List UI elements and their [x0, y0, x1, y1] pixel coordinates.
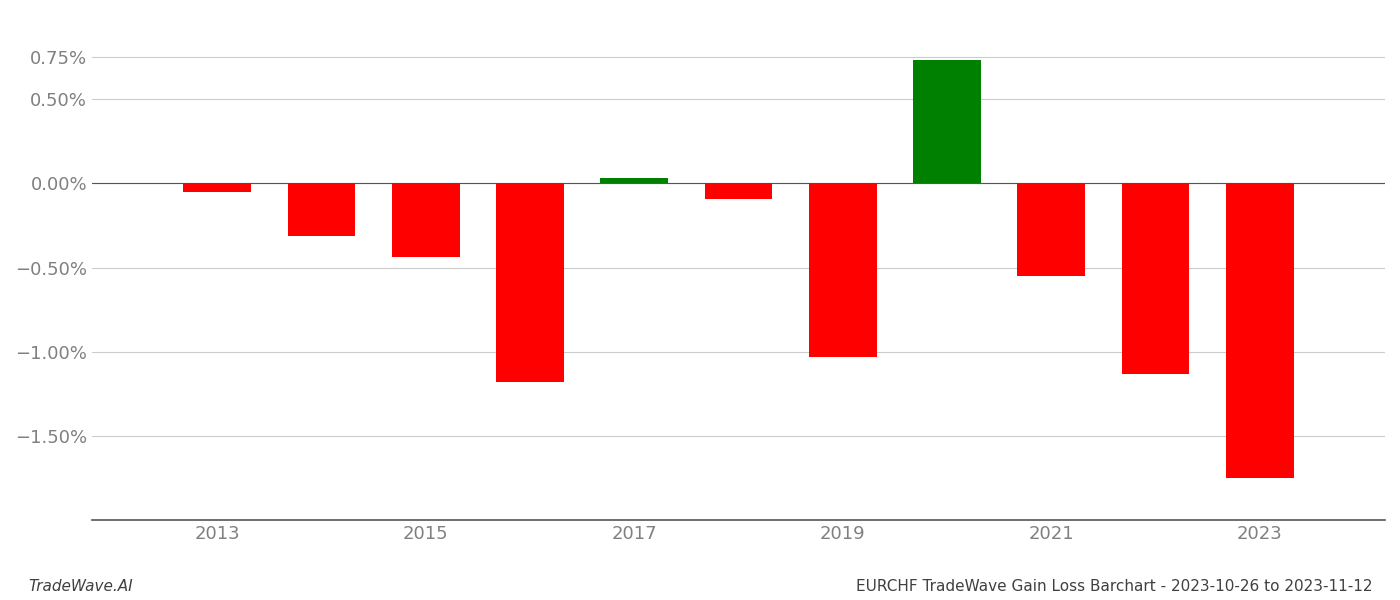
Bar — [913, 61, 981, 184]
Bar — [1018, 184, 1085, 276]
Text: EURCHF TradeWave Gain Loss Barchart - 2023-10-26 to 2023-11-12: EURCHF TradeWave Gain Loss Barchart - 20… — [855, 579, 1372, 594]
Bar — [496, 184, 564, 382]
Bar — [392, 184, 459, 257]
Bar — [601, 178, 668, 184]
Text: TradeWave.AI: TradeWave.AI — [28, 579, 133, 594]
Bar — [183, 184, 251, 192]
Bar — [1121, 184, 1190, 374]
Bar — [704, 184, 773, 199]
Bar — [287, 184, 356, 236]
Bar — [1226, 184, 1294, 478]
Bar — [809, 184, 876, 357]
